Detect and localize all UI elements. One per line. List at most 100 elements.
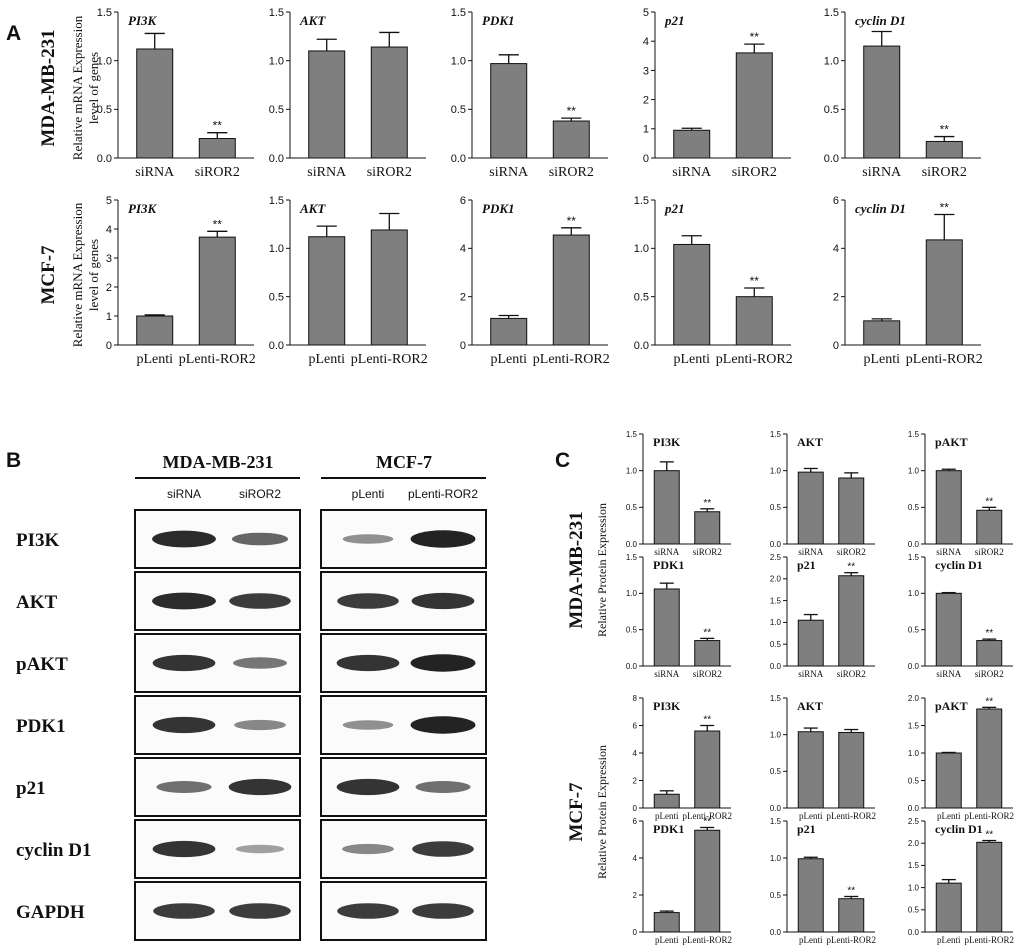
bar-sirna	[136, 48, 174, 159]
bar-plenti-ror2	[694, 829, 721, 933]
band-mcf-7-akt-lane1	[337, 593, 399, 609]
bar-siror2	[694, 640, 721, 667]
significance-mark: **	[940, 201, 950, 215]
category-label: siRNA	[672, 165, 712, 180]
significance-mark: **	[703, 816, 711, 827]
bar-siror2	[976, 509, 1003, 545]
y-tick-label: 0.0	[770, 540, 782, 549]
band-mcf-7-cyclin-d1-lane1	[342, 843, 394, 855]
y-tick-label: 0.5	[908, 625, 920, 634]
y-tick-label: 0	[460, 340, 466, 352]
y-tick-label: 1.0	[824, 56, 839, 68]
category-label: pLenti	[937, 935, 961, 945]
chart-title: p21	[797, 558, 816, 572]
y-tick-label: 0.5	[908, 503, 920, 512]
y-tick-label: 6	[460, 195, 466, 207]
category-label: siROR2	[837, 547, 866, 557]
y-tick-label: 1.0	[97, 56, 112, 68]
y-tick-label: 0.5	[634, 292, 649, 304]
chart-title: cyclin D1	[855, 13, 906, 28]
chart-title: PI3K	[128, 13, 158, 28]
band-mcf-7-pdk1-lane1	[342, 720, 394, 730]
bar-sirna	[490, 63, 528, 159]
category-label: pLenti	[136, 352, 173, 367]
y-tick-label: 4	[106, 224, 112, 236]
chart-title: cyclin D1	[935, 822, 983, 836]
y-tick-label: 1	[643, 124, 649, 136]
y-tick-label: 0.0	[770, 928, 782, 937]
y-tick-label: 0.0	[269, 340, 284, 352]
category-label: siRNA	[936, 547, 962, 557]
blot-label-gapdh: GAPDH	[16, 902, 85, 923]
y-tick-label: 1	[106, 311, 112, 323]
category-label: siROR2	[549, 165, 594, 180]
category-label: siRNA	[307, 165, 347, 180]
lane-label-siror2: siROR2	[239, 487, 281, 501]
y-tick-label: 1.0	[269, 243, 284, 255]
bar-plenti-ror2	[976, 708, 1003, 809]
category-label: pLenti-ROR2	[351, 352, 428, 367]
y-tick-label: 0.0	[451, 153, 466, 165]
y-tick-label: 0.0	[908, 540, 920, 549]
bar-plenti	[935, 752, 962, 809]
y-tick-label: 1.5	[908, 553, 920, 562]
y-tick-label: 1.5	[908, 430, 920, 439]
bar-sirna	[653, 470, 680, 545]
significance-mark: **	[940, 123, 950, 137]
y-tick-label: 0.5	[770, 503, 782, 512]
chart-title: pAKT	[935, 435, 968, 449]
y-tick-label: 0.5	[770, 640, 782, 649]
row-label-mda-c: MDA-MB-231	[566, 511, 587, 628]
significance-mark: **	[213, 217, 223, 231]
blot-label-pakt: pAKT	[16, 654, 68, 675]
band-mda-mb-231-p21-lane2	[228, 778, 292, 796]
y-tick-label: 1.5	[770, 817, 782, 826]
category-label: siRNA	[654, 669, 680, 679]
y-tick-label: 0.5	[269, 292, 284, 304]
chart-title: cyclin D1	[855, 201, 906, 216]
y-tick-label: 1.0	[626, 589, 638, 598]
chart-c-mda-mb-231-pi3k: 0.0 0.5 1.0 1.5 PI3K siRNA siROR2 **	[626, 430, 731, 557]
bar-plenti-ror2	[694, 730, 721, 809]
y-tick-label: 0.5	[451, 104, 466, 116]
bar-siror2	[735, 52, 773, 159]
ylabel-mrna-1b: Relative mRNA Expression	[70, 202, 85, 347]
y-tick-label: 2.5	[770, 553, 782, 562]
band-mcf-7-akt-lane2	[411, 592, 475, 610]
chart-title: AKT	[797, 435, 823, 449]
bar-siror2	[838, 575, 865, 667]
y-tick-label: 4	[833, 243, 839, 255]
blot-label-pi3k: PI3K	[16, 530, 60, 551]
band-mcf-7-p21-lane1	[336, 778, 400, 796]
y-tick-label: 2	[643, 94, 649, 106]
bar-sirna	[308, 50, 346, 159]
bar-siror2	[552, 120, 590, 159]
band-mda-mb-231-pdk1-lane1	[152, 716, 216, 734]
y-tick-label: 6	[633, 721, 638, 730]
chart-a-mcf-7-p21: 0.0 0.5 1.0 1.5 p21 pLenti pLenti-ROR2 **	[634, 195, 793, 367]
bar-siror2	[925, 140, 963, 159]
category-label: pLenti	[799, 935, 823, 945]
bar-plenti	[653, 912, 680, 933]
band-mda-mb-231-akt-lane2	[229, 593, 291, 609]
category-label: pLenti-ROR2	[826, 811, 876, 821]
y-tick-label: 1.0	[451, 56, 466, 68]
y-tick-label: 5	[106, 195, 112, 207]
band-mcf-7-cyclin-d1-lane2	[412, 841, 474, 857]
y-tick-label: 5	[643, 7, 649, 19]
significance-mark: **	[750, 30, 760, 44]
y-tick-label: 4	[643, 36, 649, 48]
bar-plenti	[863, 320, 901, 346]
category-label: pLenti	[799, 811, 823, 821]
ylabel-protein-c2: Relative Protein Expression	[595, 745, 609, 879]
band-mda-mb-231-pdk1-lane2	[234, 719, 286, 731]
y-tick-label: 0.0	[634, 340, 649, 352]
chart-a-mcf-7-akt: 0.0 0.5 1.0 1.5 AKT pLenti pLenti-ROR2	[269, 195, 428, 367]
bar-plenti	[136, 315, 174, 346]
y-tick-label: 0.0	[770, 662, 782, 671]
y-tick-label: 3	[643, 65, 649, 77]
category-label: siRNA	[798, 547, 824, 557]
category-label: siROR2	[195, 165, 240, 180]
category-label: pLenti	[490, 352, 527, 367]
category-label: siRNA	[489, 165, 529, 180]
